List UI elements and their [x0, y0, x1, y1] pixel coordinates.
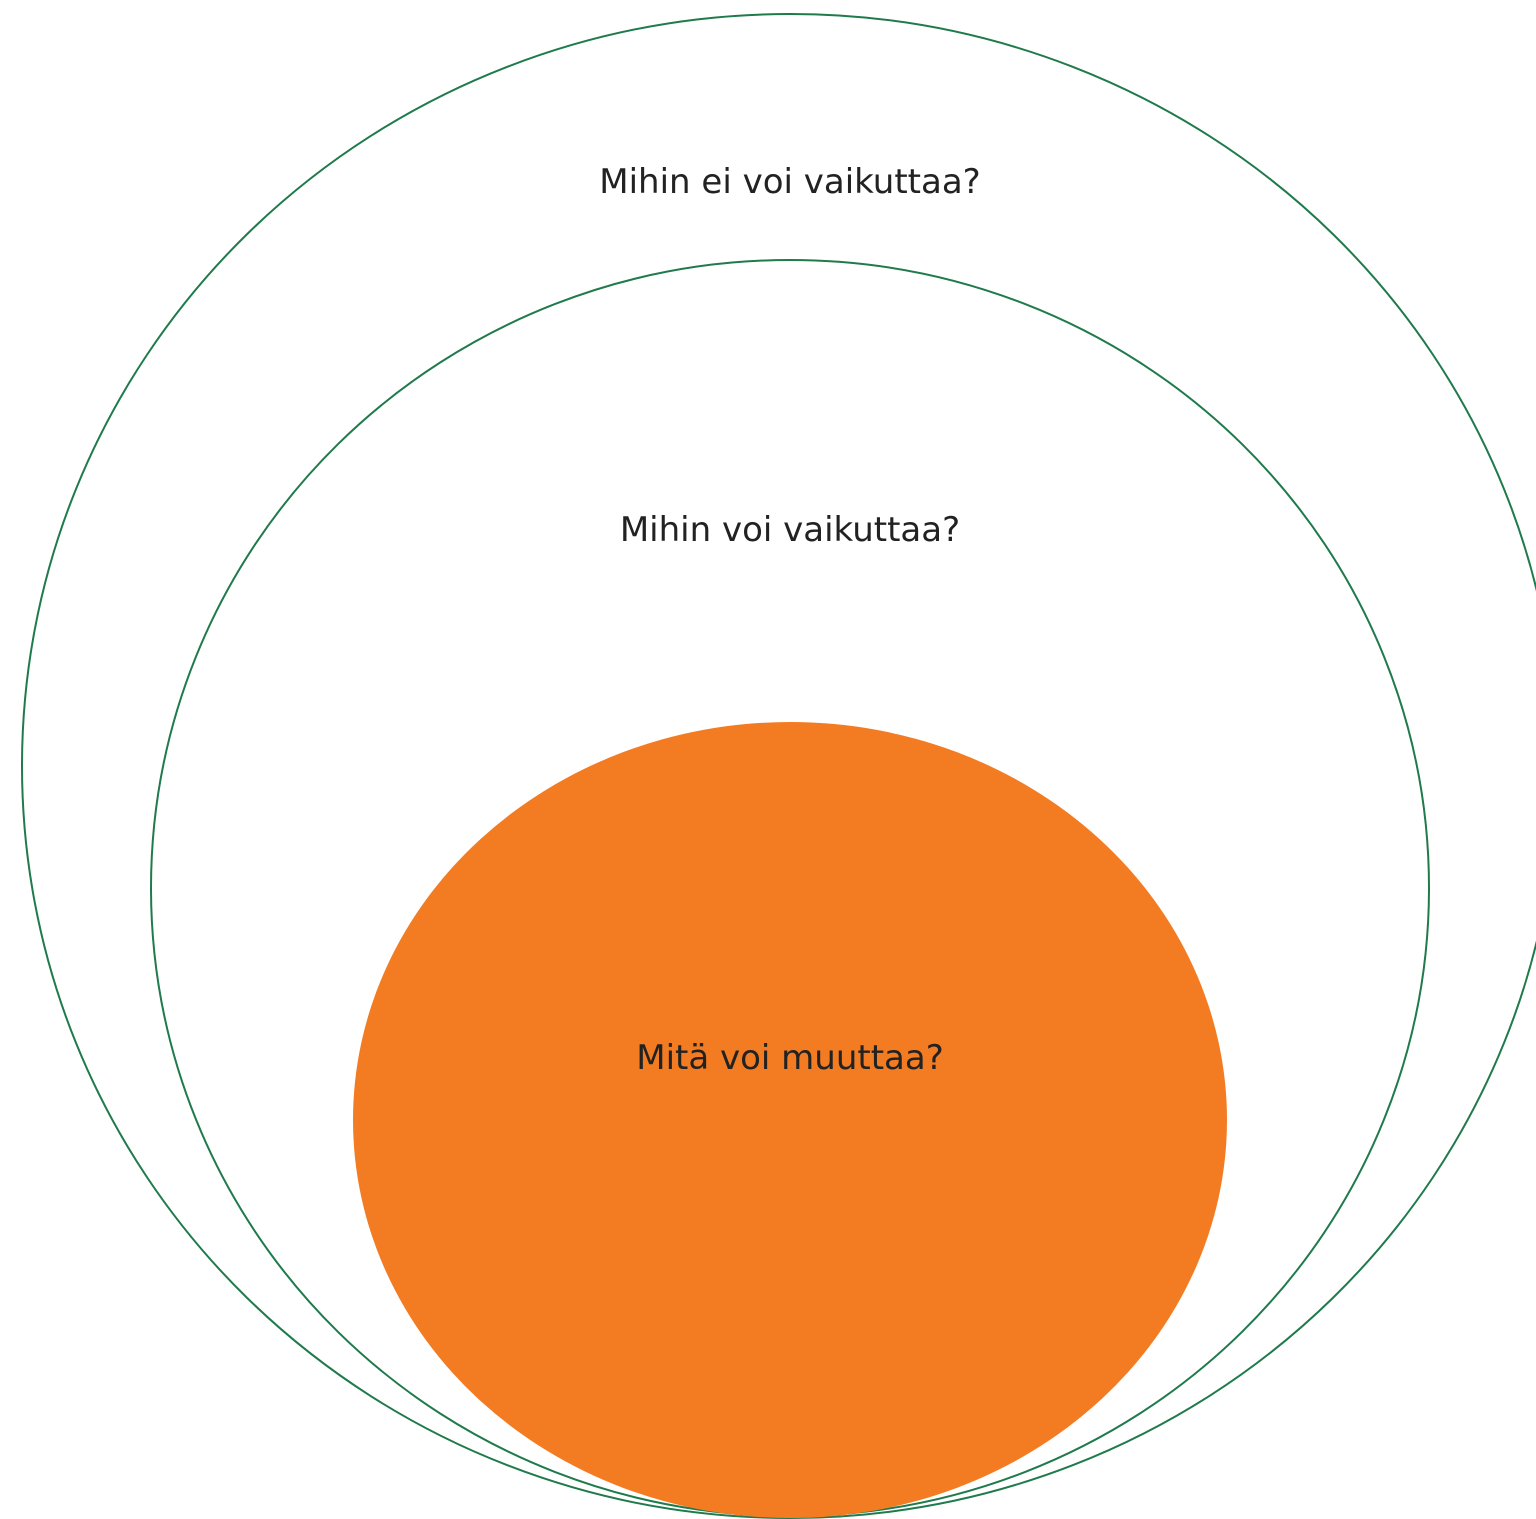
inner-circle-label: Mitä voi muuttaa? — [636, 1038, 944, 1078]
outer-circle-label: Mihin ei voi vaikuttaa? — [599, 162, 980, 202]
inner-circle — [353, 722, 1227, 1518]
middle-circle-label: Mihin voi vaikuttaa? — [620, 510, 960, 550]
